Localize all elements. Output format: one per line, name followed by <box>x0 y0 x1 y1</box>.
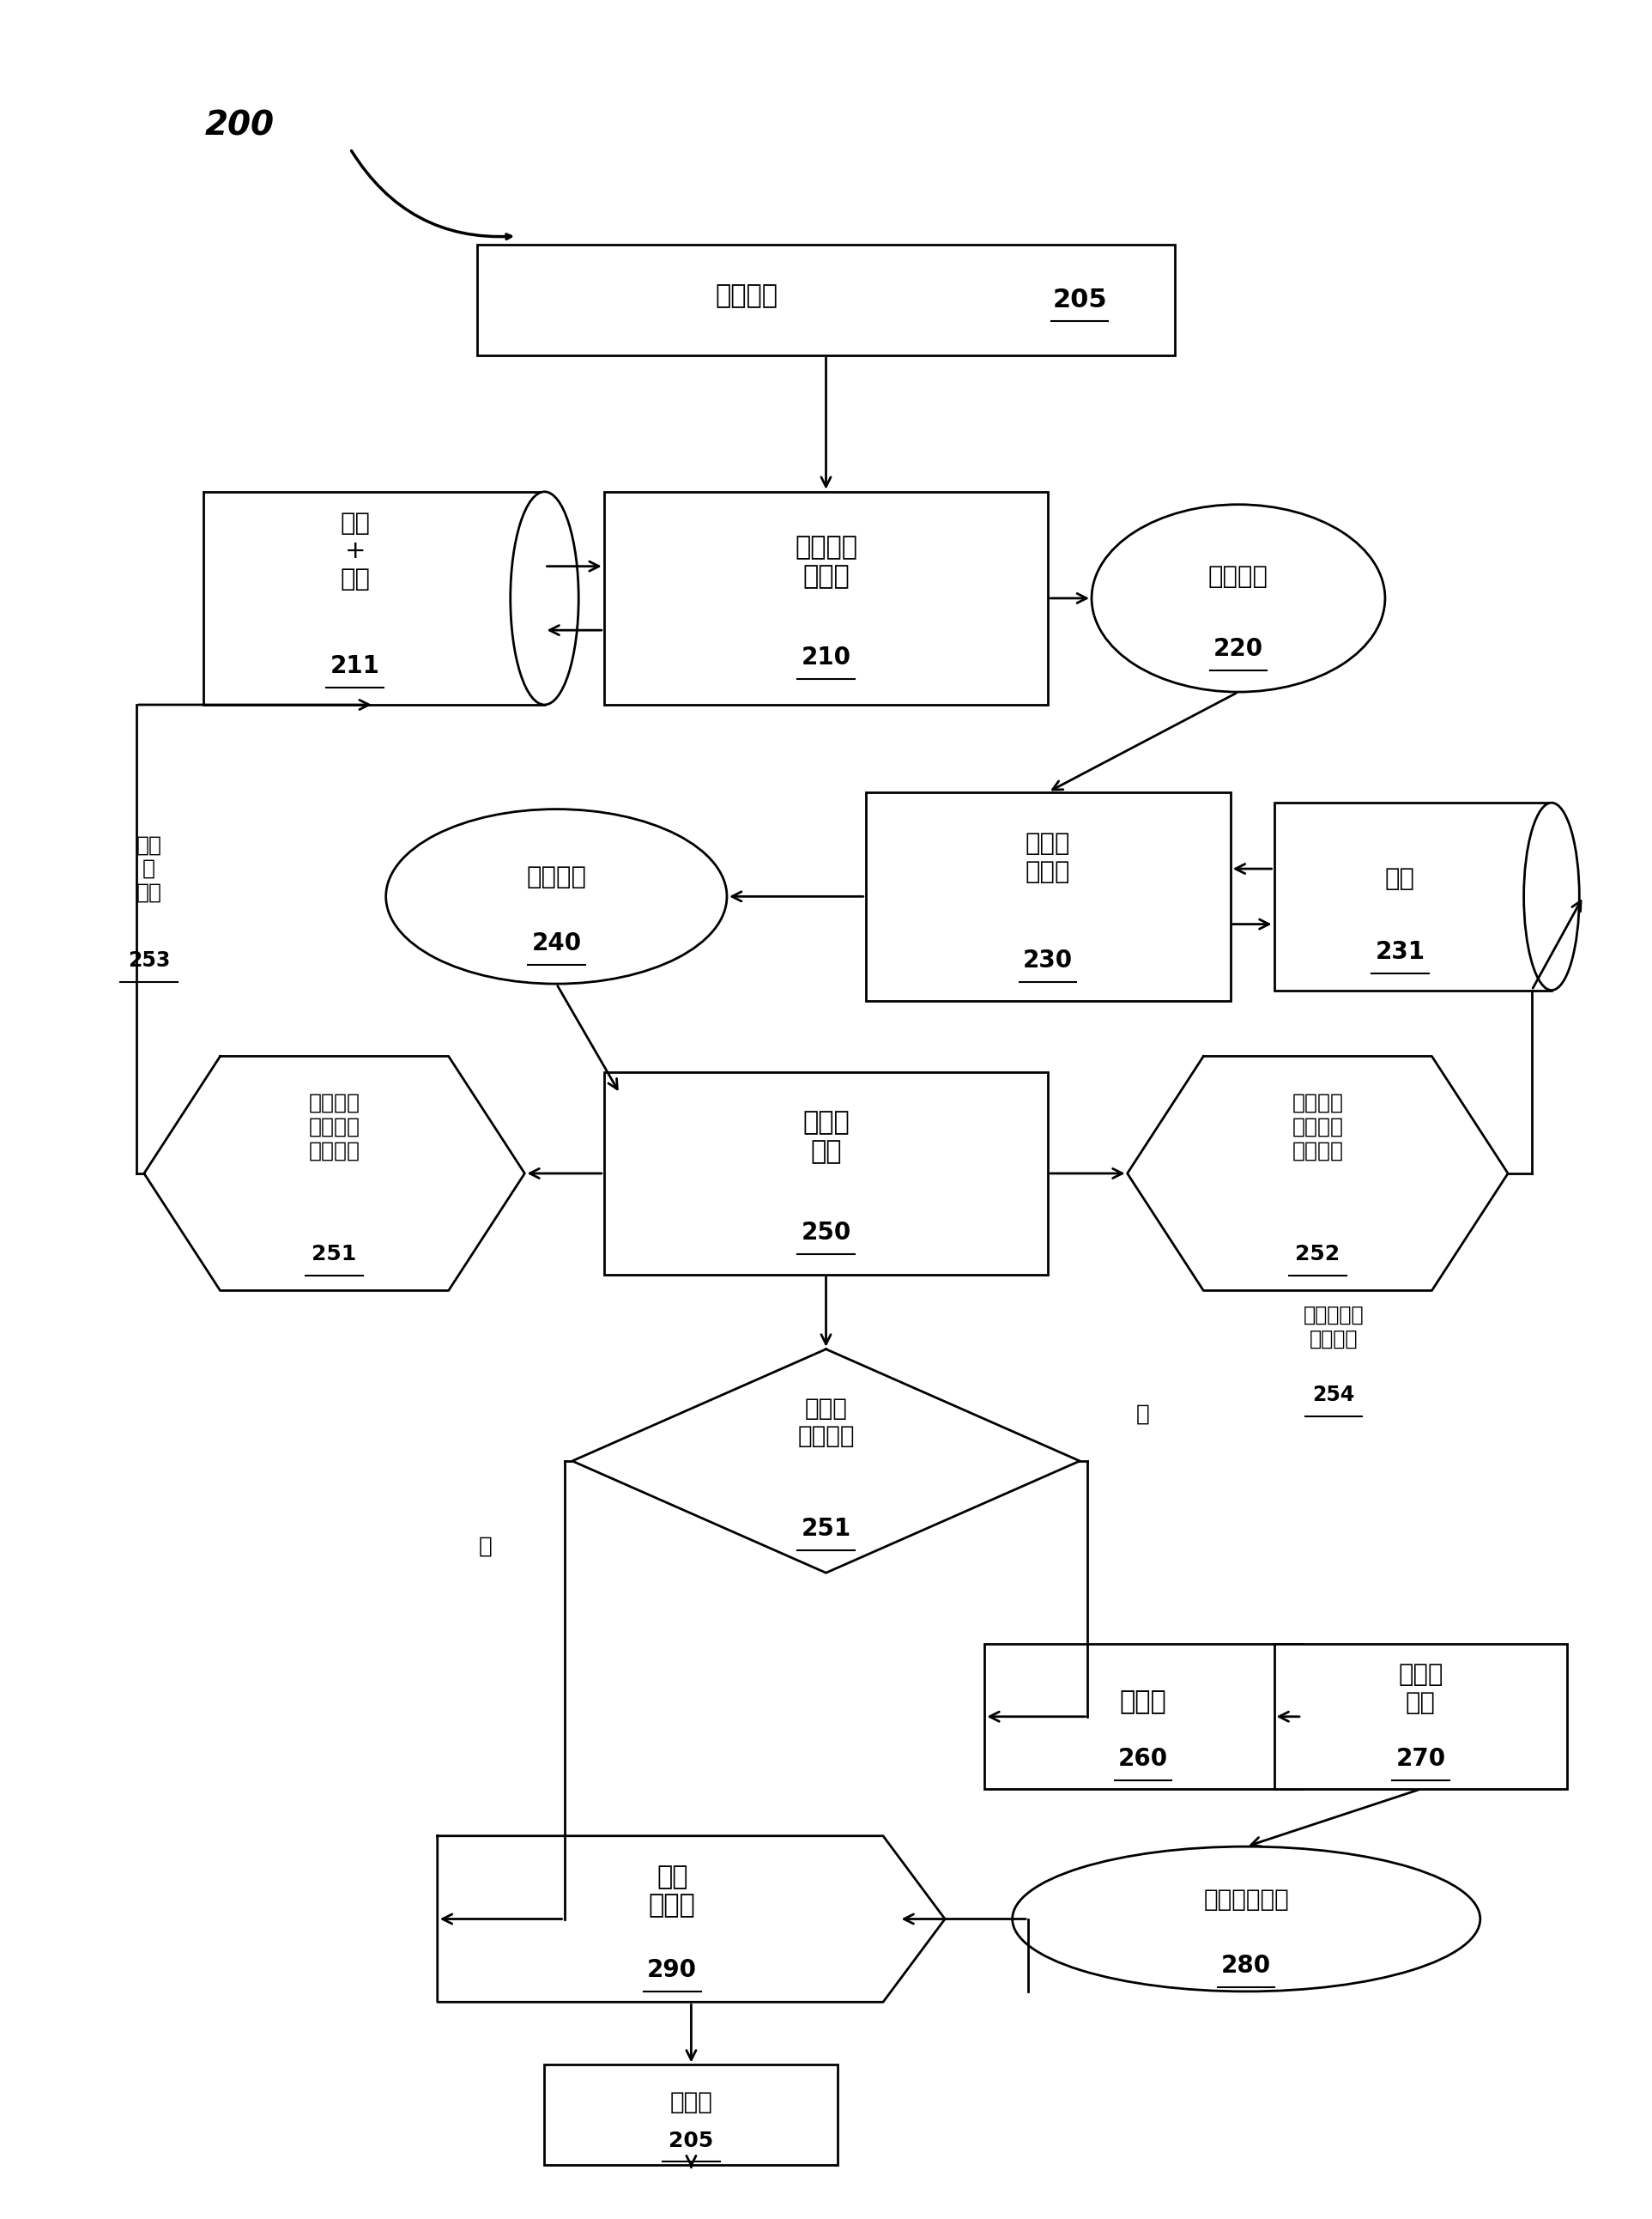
Text: 参数
+
算法: 参数 + 算法 <box>340 513 370 590</box>
FancyBboxPatch shape <box>1274 1644 1568 1789</box>
Text: 根据要达
到的目的
处理数据: 根据要达 到的目的 处理数据 <box>309 1092 360 1161</box>
Ellipse shape <box>1013 1846 1480 1990</box>
Text: 200: 200 <box>205 109 274 142</box>
Text: 基于体素
的光刻: 基于体素 的光刻 <box>795 535 857 588</box>
Text: 290: 290 <box>648 1957 697 1982</box>
Text: 252: 252 <box>1295 1245 1340 1265</box>
Ellipse shape <box>1523 803 1579 990</box>
Text: 是否丢
弃透镜？: 是否丢 弃透镜？ <box>798 1396 854 1449</box>
Text: 260: 260 <box>1118 1746 1168 1771</box>
FancyBboxPatch shape <box>1274 803 1551 990</box>
Text: 输入要求: 输入要求 <box>715 284 778 308</box>
Text: 253: 253 <box>127 950 170 970</box>
Text: 按需
要重复: 按需 要重复 <box>649 1864 695 1917</box>
Text: 眼科透镜产品: 眼科透镜产品 <box>1203 1888 1289 1913</box>
FancyBboxPatch shape <box>866 792 1231 1001</box>
Ellipse shape <box>1092 504 1384 692</box>
Polygon shape <box>438 1835 945 2002</box>
FancyBboxPatch shape <box>605 1072 1047 1274</box>
Text: 205: 205 <box>669 2130 714 2150</box>
Text: 230: 230 <box>1023 948 1072 972</box>
FancyBboxPatch shape <box>477 244 1175 355</box>
FancyBboxPatch shape <box>985 1644 1302 1789</box>
Text: 干透镜
计量: 干透镜 计量 <box>803 1110 849 1165</box>
Text: 反馈
到
光刻: 反馈 到 光刻 <box>135 834 162 903</box>
Text: 254: 254 <box>1312 1385 1355 1405</box>
Ellipse shape <box>510 493 578 706</box>
Text: 后加工: 后加工 <box>1120 1689 1166 1713</box>
Polygon shape <box>572 1349 1080 1573</box>
Text: 240: 240 <box>532 932 582 956</box>
Text: 220: 220 <box>1214 637 1264 661</box>
Ellipse shape <box>387 810 727 983</box>
Text: 211: 211 <box>330 655 380 679</box>
Text: 205: 205 <box>1052 288 1107 313</box>
FancyBboxPatch shape <box>545 2066 838 2166</box>
Text: 湿透镜
计量: 湿透镜 计量 <box>1398 1662 1444 1715</box>
Text: 透镜前体: 透镜前体 <box>1208 566 1269 588</box>
FancyBboxPatch shape <box>605 493 1047 706</box>
Text: 251: 251 <box>801 1518 851 1542</box>
Text: 250: 250 <box>801 1220 851 1245</box>
Text: 透镜前
体加工: 透镜前 体加工 <box>1026 832 1070 883</box>
Text: 是: 是 <box>477 1536 492 1558</box>
Text: 210: 210 <box>801 646 851 670</box>
Text: 280: 280 <box>1221 1955 1270 1977</box>
Text: 根据要达
到的目的
处理数据: 根据要达 到的目的 处理数据 <box>1292 1092 1343 1161</box>
Text: 反馈到透镜
前体加工: 反馈到透镜 前体加工 <box>1303 1305 1365 1349</box>
Text: 参数: 参数 <box>1384 868 1416 892</box>
Text: 231: 231 <box>1374 941 1426 963</box>
FancyBboxPatch shape <box>203 493 545 706</box>
Text: 眼科透镜: 眼科透镜 <box>527 865 586 890</box>
Text: 至步骤: 至步骤 <box>669 2090 712 2115</box>
Polygon shape <box>144 1056 525 1291</box>
Text: 270: 270 <box>1396 1746 1446 1771</box>
Text: 否: 否 <box>1137 1402 1150 1425</box>
Polygon shape <box>1127 1056 1508 1291</box>
Text: 251: 251 <box>312 1245 357 1265</box>
